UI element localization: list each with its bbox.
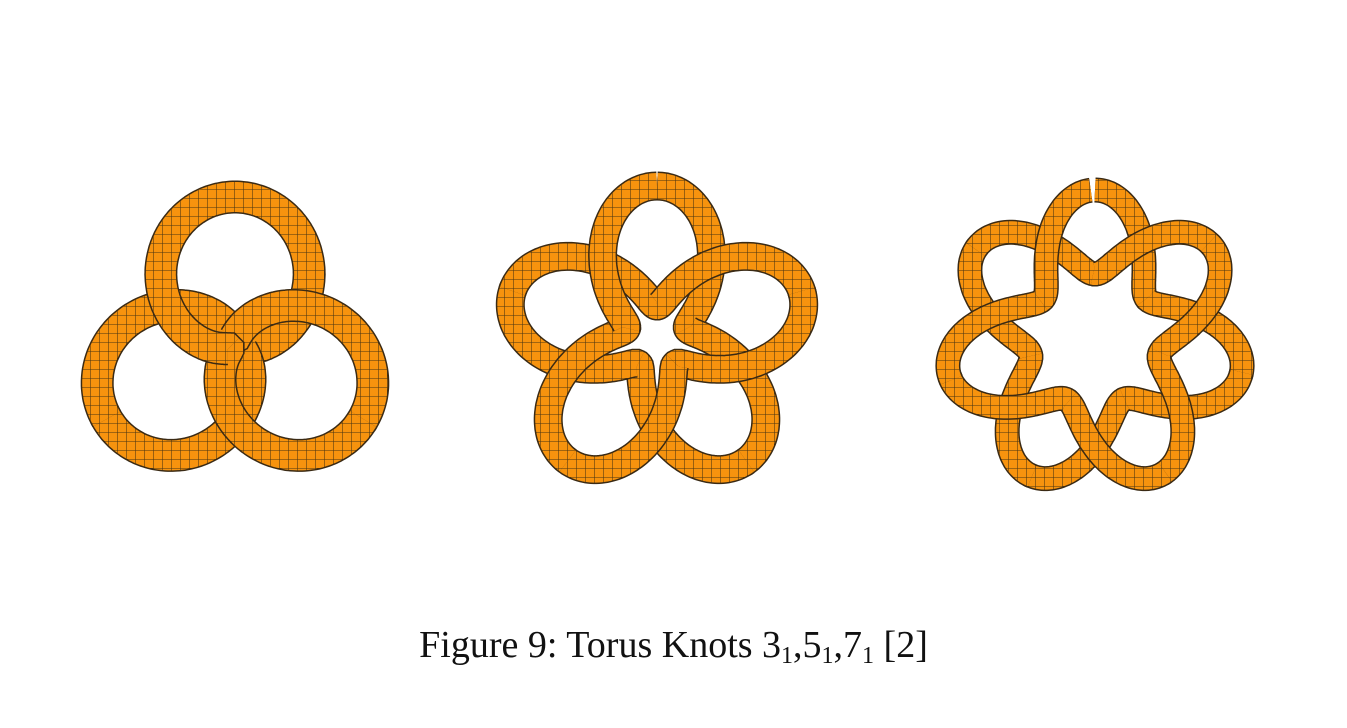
tube-segment-mesh: [556, 354, 688, 483]
tube-segment-mesh: [936, 291, 1050, 385]
tube-segment-mesh: [589, 173, 658, 332]
tube-segment-mesh: [1090, 221, 1221, 285]
knot-3-1-label: 31,: [762, 624, 803, 669]
tube-segment-mesh: [222, 290, 388, 431]
caption-citation: [2]: [883, 624, 928, 666]
tube-segment-mesh: [939, 372, 1076, 419]
knot-7-1-label: 71: [843, 624, 875, 669]
tube-segment-mesh: [535, 318, 640, 472]
knot-5-1-label: 51,: [802, 624, 844, 669]
caption-title: Torus Knots: [566, 624, 753, 666]
tube-segment-mesh: [145, 182, 239, 364]
caption-label: Figure 9:: [419, 624, 558, 666]
tube-segment-mesh: [666, 287, 817, 383]
tube-segment-mesh: [1148, 347, 1194, 484]
knot-5-1-icon: [495, 171, 819, 485]
figure-caption: Figure 9: Torus Knots 31,51,71 [2]: [0, 624, 1347, 669]
tube-segment-mesh: [651, 243, 816, 319]
torus-knots-illustration: [80, 171, 1255, 492]
knot-7-1-icon: [935, 177, 1255, 492]
tube-segment-mesh: [1149, 234, 1232, 358]
tube-segment-mesh: [1060, 390, 1172, 490]
knot-3-1-icon: [80, 180, 390, 472]
caption-knot-list: 31,51,71: [762, 624, 875, 669]
tube-segment-mesh: [1034, 179, 1093, 310]
